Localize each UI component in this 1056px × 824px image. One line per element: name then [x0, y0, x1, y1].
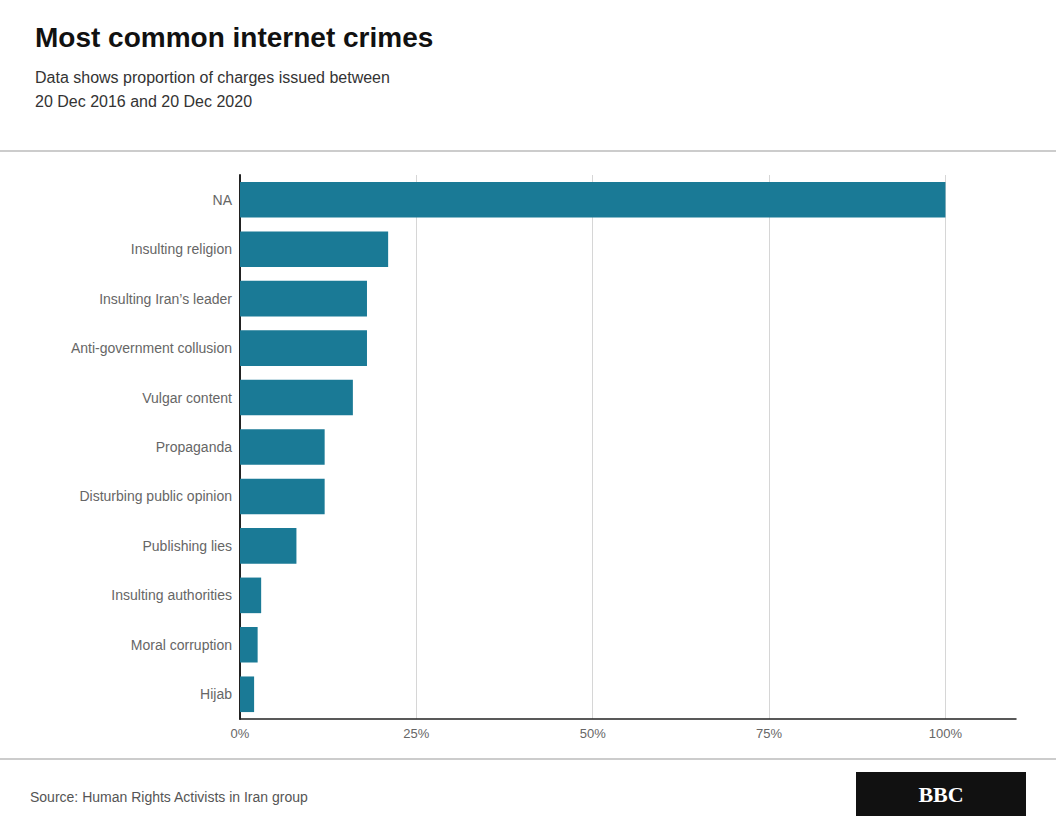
- svg-text:Insulting religion: Insulting religion: [131, 241, 232, 257]
- svg-text:50%: 50%: [580, 726, 606, 741]
- svg-text:20 Dec 2016 and 20 Dec 2020: 20 Dec 2016 and 20 Dec 2020: [35, 93, 252, 110]
- svg-text:Most common internet crimes: Most common internet crimes: [35, 22, 433, 53]
- svg-text:Moral corruption: Moral corruption: [131, 637, 232, 653]
- svg-text:100%: 100%: [929, 726, 963, 741]
- svg-text:0%: 0%: [231, 726, 250, 741]
- svg-text:Insulting authorities: Insulting authorities: [111, 587, 232, 603]
- svg-text:NA: NA: [213, 192, 233, 208]
- svg-text:Anti-government collusion: Anti-government collusion: [71, 340, 232, 356]
- svg-text:Source: Human Rights Activists: Source: Human Rights Activists in Iran g…: [30, 789, 308, 805]
- svg-text:Vulgar content: Vulgar content: [142, 390, 232, 406]
- svg-text:Propaganda: Propaganda: [156, 439, 233, 455]
- svg-text:25%: 25%: [403, 726, 429, 741]
- svg-text:75%: 75%: [756, 726, 782, 741]
- svg-text:Hijab: Hijab: [200, 686, 232, 702]
- svg-text:Data shows proportion of charg: Data shows proportion of charges issued …: [35, 69, 390, 86]
- svg-text:Insulting Iran’s leader: Insulting Iran’s leader: [99, 291, 232, 307]
- svg-text:Publishing lies: Publishing lies: [143, 538, 233, 554]
- svg-text:Disturbing public opinion: Disturbing public opinion: [79, 488, 232, 504]
- svg-text:BBC: BBC: [918, 782, 963, 807]
